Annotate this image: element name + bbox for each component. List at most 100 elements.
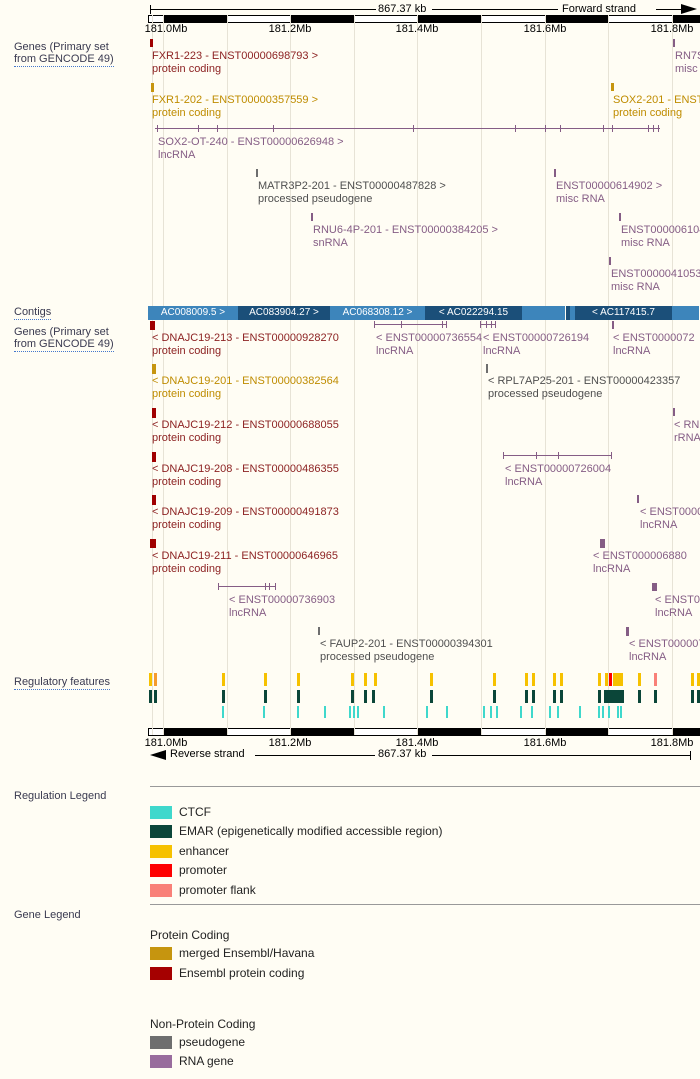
contig-segment[interactable]: AC008009.5 > [148, 306, 238, 320]
gene-glyph[interactable] [609, 257, 611, 265]
regulatory-feature-mark[interactable] [654, 673, 657, 686]
contig-segment[interactable] [566, 306, 570, 320]
regulatory-feature-mark[interactable] [364, 673, 367, 686]
ctcf-feature-mark[interactable] [602, 706, 604, 718]
regulatory-feature-mark[interactable] [154, 673, 157, 686]
gene-label[interactable]: < DNAJC19-201 - ENST00000382564 [152, 375, 339, 387]
gene-glyph[interactable] [626, 627, 629, 636]
ctcf-feature-mark[interactable] [549, 706, 551, 718]
gene-label[interactable]: FXR1-223 - ENST00000698793 > [152, 50, 319, 62]
ctcf-feature-mark[interactable] [357, 706, 359, 718]
emar-feature-mark[interactable] [364, 690, 367, 703]
emar-feature-mark[interactable] [222, 690, 225, 703]
gene-label[interactable]: < DNAJC19-212 - ENST00000688055 [152, 419, 339, 431]
emar-feature-mark[interactable] [264, 690, 267, 703]
gene-label[interactable]: RNU6-4P-201 - ENST00000384205 > [313, 224, 498, 236]
gene-label[interactable]: < DNAJC19-213 - ENST00000928270 [152, 332, 339, 344]
transcript-structure-line[interactable] [218, 586, 275, 587]
gene-label[interactable]: < ENST00000726004 [505, 463, 612, 475]
ctcf-feature-mark[interactable] [349, 706, 351, 718]
contig-segment[interactable]: < AC117415.7 [575, 306, 672, 320]
regulatory-feature-mark[interactable] [493, 673, 496, 686]
gene-label[interactable]: < ENST0000 [640, 506, 700, 518]
gene-glyph[interactable] [554, 169, 556, 177]
contig-segment[interactable] [522, 306, 565, 320]
track-label-genes-2[interactable]: Genes (Primary set from GENCODE 49) [14, 326, 114, 352]
contig-segment[interactable]: AC083904.27 > [238, 306, 330, 320]
ctcf-feature-mark[interactable] [483, 706, 485, 718]
emar-feature-mark[interactable] [430, 690, 433, 703]
ctcf-feature-mark[interactable] [263, 706, 265, 718]
transcript-structure-line[interactable] [480, 324, 495, 325]
track-label-contigs[interactable]: Contigs [14, 306, 52, 320]
regulatory-feature-mark[interactable] [553, 673, 556, 686]
emar-feature-mark[interactable] [604, 690, 624, 703]
contig-segment[interactable] [672, 306, 699, 320]
ctcf-feature-mark[interactable] [426, 706, 428, 718]
contig-segment[interactable]: < AC022294.15 [425, 306, 522, 320]
gene-glyph[interactable] [673, 39, 675, 47]
ctcf-feature-mark[interactable] [496, 706, 498, 718]
regulatory-feature-mark[interactable] [598, 673, 601, 686]
regulatory-feature-mark[interactable] [691, 673, 694, 686]
transcript-structure-line[interactable] [155, 128, 660, 129]
ctcf-feature-mark[interactable] [598, 706, 600, 718]
regulatory-feature-mark[interactable] [222, 673, 225, 686]
emar-feature-mark[interactable] [351, 690, 354, 703]
regulatory-feature-mark[interactable] [297, 673, 300, 686]
emar-feature-mark[interactable] [532, 690, 535, 703]
regulatory-feature-mark[interactable] [697, 673, 700, 686]
ctcf-feature-mark[interactable] [490, 706, 492, 718]
ctcf-feature-mark[interactable] [446, 706, 448, 718]
gene-glyph[interactable] [256, 169, 258, 177]
regulatory-feature-mark[interactable] [532, 673, 535, 686]
gene-label[interactable]: SOX2-201 - ENST0 [613, 94, 700, 106]
ctcf-feature-mark[interactable] [608, 706, 610, 718]
regulatory-feature-mark[interactable] [609, 673, 612, 686]
gene-label[interactable]: < RN [674, 419, 700, 431]
gene-label[interactable]: FXR1-202 - ENST00000357559 > [152, 94, 319, 106]
regulatory-feature-mark[interactable] [560, 673, 563, 686]
emar-feature-mark[interactable] [372, 690, 375, 703]
gene-label[interactable]: < RPL7AP25-201 - ENST00000423357 [488, 375, 681, 387]
gene-glyph[interactable] [600, 539, 605, 548]
gene-glyph[interactable] [311, 213, 313, 221]
gene-label[interactable]: < ENST00000736554 [376, 332, 483, 344]
emar-feature-mark[interactable] [638, 690, 641, 703]
ctcf-feature-mark[interactable] [520, 706, 522, 718]
regulatory-feature-mark[interactable] [264, 673, 267, 686]
emar-feature-mark[interactable] [654, 690, 657, 703]
gene-label[interactable]: < DNAJC19-209 - ENST00000491873 [152, 506, 339, 518]
ctcf-feature-mark[interactable] [383, 706, 385, 718]
emar-feature-mark[interactable] [297, 690, 300, 703]
gene-glyph[interactable] [652, 583, 657, 591]
gene-glyph[interactable] [673, 408, 675, 416]
gene-label[interactable]: < ENST00000726194 [483, 332, 590, 344]
gene-glyph[interactable] [152, 408, 156, 418]
gene-label[interactable]: ENST00000410534 [611, 268, 700, 280]
ctcf-feature-mark[interactable] [557, 706, 559, 718]
gene-glyph[interactable] [619, 213, 621, 221]
gene-label[interactable]: < FAUP2-201 - ENST00000394301 [320, 638, 493, 650]
ctcf-feature-mark[interactable] [222, 706, 224, 718]
regulatory-feature-mark[interactable] [374, 673, 377, 686]
emar-feature-mark[interactable] [553, 690, 556, 703]
gene-label[interactable]: < DNAJC19-211 - ENST00000646965 [152, 550, 338, 562]
ctcf-feature-mark[interactable] [620, 706, 622, 718]
regulatory-feature-mark[interactable] [605, 673, 608, 686]
gene-glyph[interactable] [150, 39, 153, 47]
regulatory-feature-mark[interactable] [613, 673, 623, 686]
gene-glyph[interactable] [612, 321, 614, 329]
gene-label[interactable]: < ENST00 [655, 594, 700, 606]
emar-feature-mark[interactable] [598, 690, 601, 703]
ctcf-feature-mark[interactable] [579, 706, 581, 718]
gene-label[interactable]: < ENST00000736903 [229, 594, 336, 606]
track-label-genes[interactable]: Genes (Primary set from GENCODE 49) [14, 41, 114, 67]
regulatory-feature-mark[interactable] [430, 673, 433, 686]
gene-glyph[interactable] [152, 364, 156, 374]
regulatory-feature-mark[interactable] [525, 673, 528, 686]
emar-feature-mark[interactable] [697, 690, 700, 703]
regulatory-feature-mark[interactable] [149, 673, 152, 686]
emar-feature-mark[interactable] [154, 690, 157, 703]
ctcf-feature-mark[interactable] [531, 706, 533, 718]
